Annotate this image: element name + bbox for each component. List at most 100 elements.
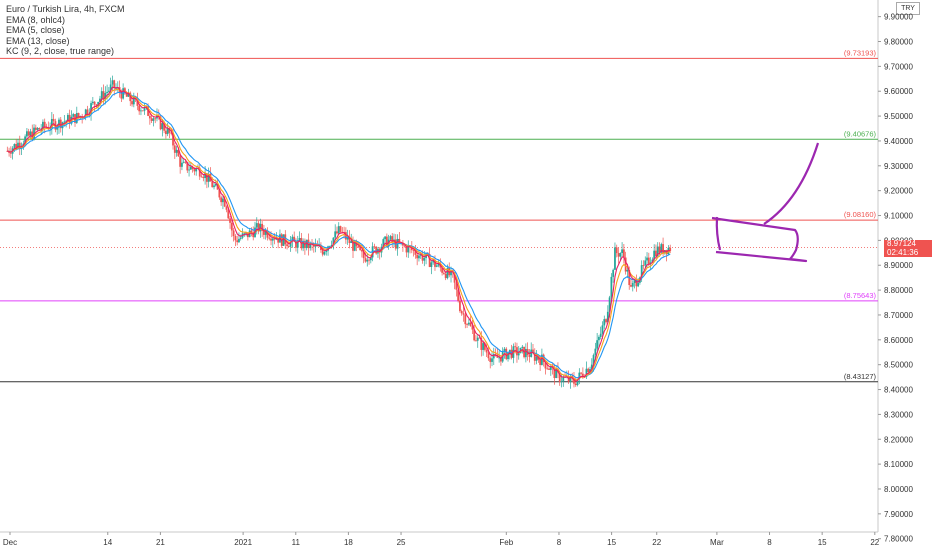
candle-body	[152, 118, 155, 121]
candle-body	[508, 349, 511, 353]
candle-body	[614, 247, 616, 270]
candle-body	[314, 244, 317, 247]
candle-body	[18, 142, 21, 148]
y-tick-label: 8.10000	[884, 460, 913, 469]
candle-body	[104, 92, 107, 100]
candle-body	[163, 123, 166, 131]
candle-body	[589, 369, 591, 372]
candle-body	[339, 226, 342, 232]
candle-body	[132, 97, 135, 105]
candle-body	[43, 121, 46, 128]
pattern-drawing-pole	[715, 216, 722, 251]
candle-body	[615, 247, 618, 254]
candle-body	[389, 236, 392, 240]
y-tick-label: 9.20000	[884, 187, 913, 196]
candle-body	[34, 127, 37, 130]
ema5-line	[7, 86, 671, 383]
candle-body	[669, 247, 672, 251]
candle-body	[517, 353, 520, 356]
candle-body	[138, 105, 141, 112]
x-tick-label: Dec	[3, 538, 17, 547]
candle-body	[507, 352, 509, 360]
candle-body	[603, 319, 606, 326]
legend-indicator[interactable]: EMA (5, close)	[6, 25, 65, 35]
candle-body	[590, 364, 593, 370]
candle-body	[321, 250, 324, 255]
candle-body	[68, 114, 71, 124]
candle-body	[102, 91, 105, 100]
candle-body	[524, 348, 527, 358]
x-tick-label: Mar	[710, 538, 724, 547]
candle-body	[530, 349, 533, 357]
candle-body	[291, 236, 294, 242]
candle-body	[544, 362, 547, 369]
candle-body	[63, 121, 66, 123]
candle-body	[52, 118, 55, 122]
candle-body	[473, 329, 476, 341]
candle-body	[107, 90, 110, 92]
candle-body	[336, 231, 338, 234]
candle-body	[412, 250, 415, 251]
candle-body	[277, 238, 280, 243]
candle-body	[494, 354, 497, 355]
candle-body	[505, 348, 508, 360]
candle-body	[264, 230, 267, 235]
candle-body	[430, 262, 433, 267]
candle-body	[59, 119, 62, 129]
candle-body	[599, 333, 602, 337]
candle-body	[476, 337, 479, 341]
candle-body	[366, 259, 369, 262]
candle-body	[533, 352, 536, 361]
candle-body	[421, 253, 424, 261]
candle-body	[549, 367, 552, 370]
candle-body	[13, 144, 16, 149]
candle-body	[263, 230, 265, 235]
candle-body	[621, 249, 623, 254]
currency-selector[interactable]: TRY	[896, 2, 920, 15]
candle-body	[289, 241, 292, 247]
candle-body	[115, 88, 117, 89]
y-tick-label: 9.30000	[884, 162, 913, 171]
x-tick-label: 2021	[234, 538, 252, 547]
candle-body	[555, 369, 558, 379]
y-tick-label: 8.00000	[884, 485, 913, 494]
candle-body	[243, 233, 246, 235]
legend-indicator[interactable]: EMA (8, ohlc4)	[6, 14, 66, 25]
candle-body	[188, 169, 190, 171]
candle-body	[528, 355, 531, 357]
legend-indicator[interactable]: KC (9, 2, close, true range)	[6, 46, 115, 56]
candle-body	[204, 173, 207, 179]
candle-body	[428, 253, 431, 267]
x-tick-label: 15	[607, 538, 616, 547]
candle-body	[222, 198, 224, 203]
pattern-drawing-flag	[711, 216, 808, 263]
candle-body	[483, 343, 486, 350]
candle-body	[385, 236, 388, 247]
candle-body	[24, 136, 27, 144]
legend-indicator[interactable]: EMA (13, close)	[6, 35, 70, 46]
candle-body	[111, 80, 114, 85]
x-tick-label: 14	[103, 538, 112, 547]
candle-body	[42, 121, 44, 130]
candle-body	[450, 270, 452, 276]
candle-body	[225, 206, 228, 210]
candle-body	[647, 257, 650, 265]
candle-body	[653, 250, 656, 260]
candle-body	[398, 238, 401, 243]
candle-body	[598, 336, 600, 341]
candle-body	[109, 84, 112, 91]
y-tick-label: 8.60000	[884, 336, 913, 345]
candle-body	[608, 297, 611, 312]
bar-countdown: 02:41:36	[887, 247, 919, 257]
candle-body	[640, 265, 643, 278]
candle-body	[459, 300, 461, 312]
candle-body	[492, 354, 495, 359]
candle-body	[432, 259, 435, 263]
candle-body	[122, 88, 125, 99]
candle-body	[184, 161, 187, 163]
x-tick-label: 15	[818, 538, 827, 547]
candle-body	[469, 322, 472, 327]
y-tick-label: 7.80000	[884, 535, 913, 544]
candle-body	[323, 251, 326, 255]
